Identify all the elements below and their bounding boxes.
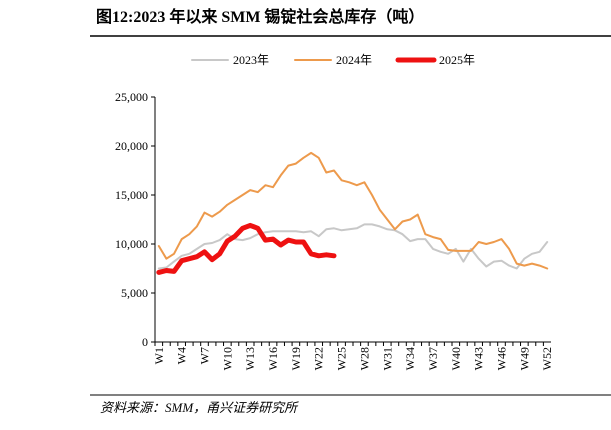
x-tick-label: W19 <box>289 347 303 370</box>
x-tick-label: W34 <box>403 347 417 370</box>
x-tick-label: W52 <box>540 347 554 370</box>
x-tick-label: W28 <box>357 347 371 370</box>
x-tick-label: W7 <box>198 347 212 364</box>
x-tick-label: W46 <box>495 347 509 370</box>
chart-title: 图12:2023 年以来 SMM 锡锭社会总库存（吨） <box>96 7 424 26</box>
legend-label: 2023年 <box>233 53 269 67</box>
x-tick-label: W31 <box>380 347 394 370</box>
legend-label: 2024年 <box>336 53 372 67</box>
x-tick-label: W13 <box>243 347 257 370</box>
y-tick-label: 15,000 <box>115 188 148 202</box>
y-tick-label: 0 <box>142 335 148 349</box>
x-tick-label: W43 <box>472 347 486 370</box>
series-line <box>157 151 549 270</box>
x-tick-label: W1 <box>152 347 166 364</box>
y-tick-label: 25,000 <box>115 90 148 104</box>
x-tick-label: W10 <box>220 347 234 370</box>
x-tick-label: W25 <box>335 347 349 370</box>
x-tick-label: W4 <box>175 347 189 364</box>
x-tick-label: W40 <box>449 347 463 370</box>
series-line <box>157 223 549 270</box>
x-tick-label: W37 <box>426 347 440 370</box>
x-tick-label: W16 <box>266 347 280 370</box>
x-tick-label: W22 <box>312 347 326 370</box>
legend-label: 2025年 <box>439 53 475 67</box>
x-tick-label: W49 <box>517 347 531 370</box>
series-line <box>156 222 337 275</box>
y-tick-label: 20,000 <box>115 139 148 153</box>
y-tick-label: 10,000 <box>115 237 148 251</box>
source: 资料来源：SMM，甬兴证券研究所 <box>100 400 299 415</box>
y-tick-label: 5,000 <box>121 286 148 300</box>
